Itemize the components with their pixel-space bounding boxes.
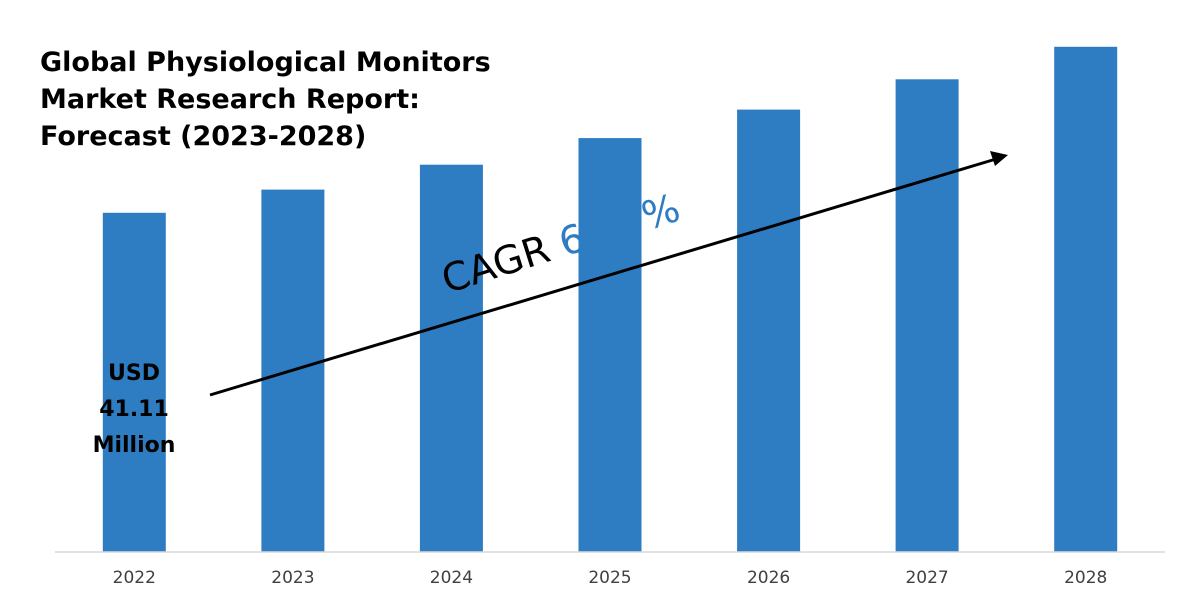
first-bar-currency: USD (108, 361, 160, 386)
x-tick-label-2026: 2026 (747, 568, 790, 588)
x-tick-labels: 2022 2023 2024 2025 2026 2027 2028 (113, 568, 1108, 588)
x-tick-label-2028: 2028 (1064, 568, 1107, 588)
bar-2022 (102, 212, 166, 553)
chart-title-line-1: Global Physiological Monitors (40, 47, 491, 78)
first-bar-value: 41.11 (99, 397, 169, 422)
growth-arrow-line (209, 157, 997, 397)
bar-2027 (895, 79, 959, 553)
bar-2024 (419, 164, 483, 552)
bars-layer (102, 46, 1118, 553)
bar-2026 (737, 109, 801, 552)
first-bar-unit: Million (92, 433, 176, 458)
growth-arrow-head (990, 151, 1008, 166)
bar-2025 (578, 138, 642, 552)
x-tick-label-2023: 2023 (271, 568, 314, 588)
chart-title: Global Physiological Monitors Market Res… (40, 44, 560, 155)
x-tick-label-2027: 2027 (905, 568, 948, 588)
bar-2028 (1054, 46, 1118, 553)
growth-arrow (209, 151, 1008, 397)
first-bar-value-label: USD 41.11 Million (78, 356, 190, 464)
chart-title-line-3: Forecast (2023-2028) (40, 121, 367, 152)
x-tick-label-2024: 2024 (430, 568, 473, 588)
x-tick-label-2025: 2025 (588, 568, 631, 588)
x-tick-label-2022: 2022 (113, 568, 156, 588)
chart-title-line-2: Market Research Report: (40, 84, 420, 115)
